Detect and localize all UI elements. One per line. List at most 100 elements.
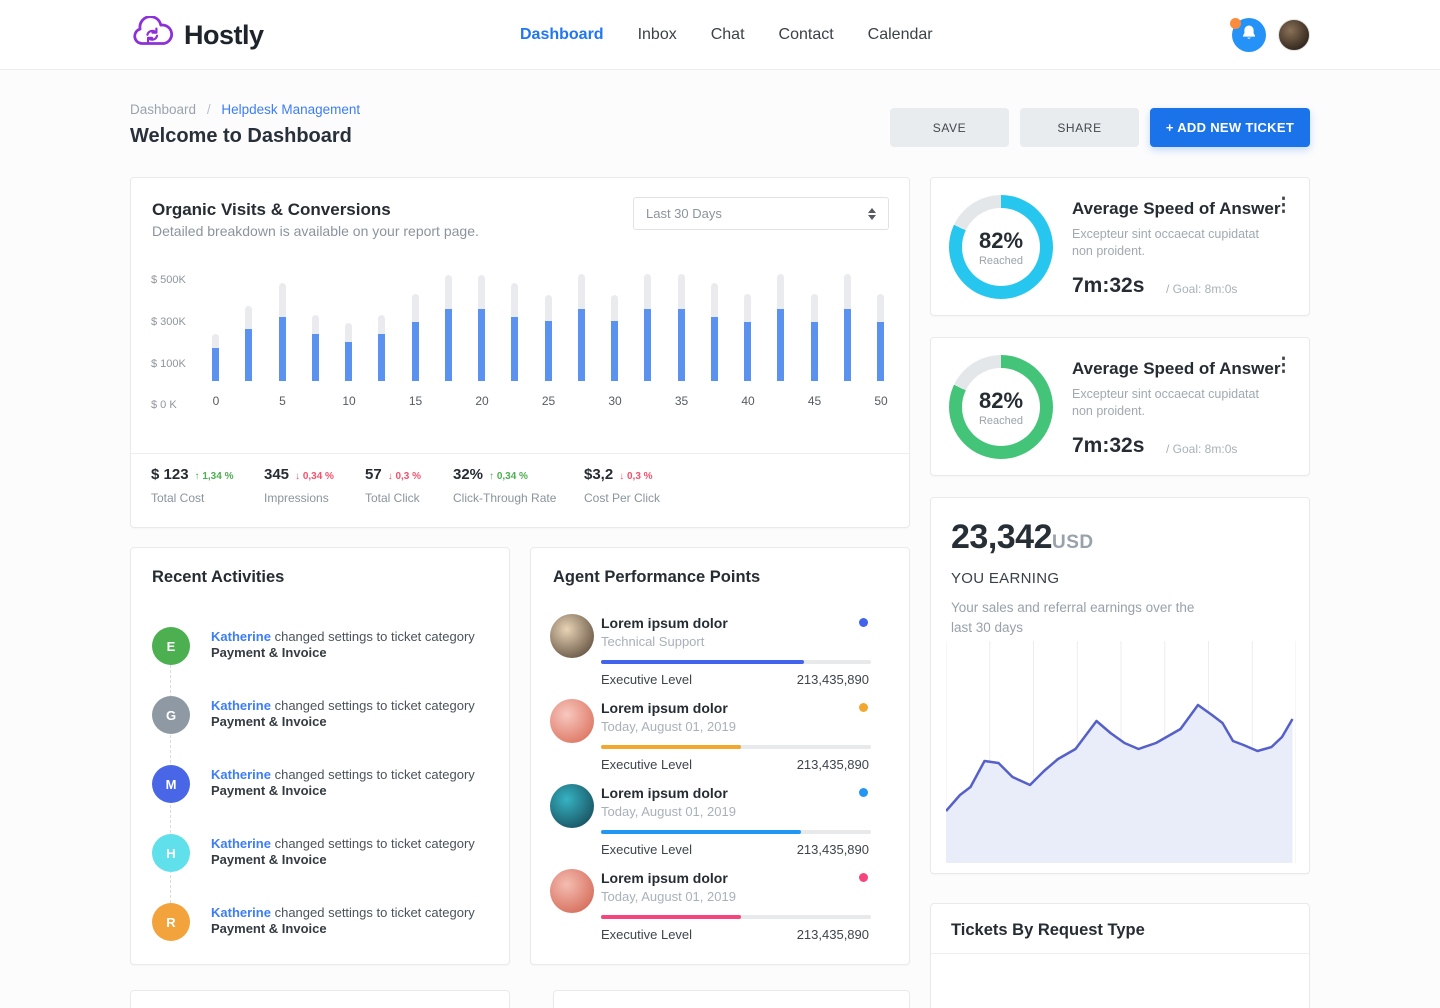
agent-points: 213,435,890: [796, 757, 869, 772]
speed-card-title: Average Speed of Answer: [1072, 359, 1281, 378]
brand[interactable]: Hostly: [130, 15, 264, 54]
agent-level: Executive Level: [601, 927, 693, 942]
earnings-currency: USD: [1052, 532, 1094, 553]
bar-total: [777, 274, 785, 381]
agent-progress-track: [601, 915, 871, 919]
date-range-select[interactable]: Last 30 Days: [633, 197, 889, 230]
kebab-menu-icon[interactable]: ⋮: [1274, 355, 1293, 376]
agent-avatar: [550, 699, 594, 743]
status-dot: [859, 618, 868, 627]
stat-item: 57 ↓ 0,3 % Total Click: [365, 466, 421, 505]
bar-total: [311, 315, 319, 381]
breadcrumb-helpdesk-management[interactable]: Helpdesk Management: [221, 102, 361, 117]
agent-points: 213,435,890: [796, 927, 869, 942]
notification-badge: [1230, 18, 1241, 29]
status-dot: [859, 703, 868, 712]
agent-progress-track: [601, 830, 871, 834]
agent-points: 213,435,890: [796, 842, 869, 857]
organic-divider: [131, 453, 909, 454]
add-new-ticket-button[interactable]: + ADD NEW TICKET: [1150, 108, 1310, 147]
kebab-menu-icon[interactable]: ⋮: [1274, 195, 1293, 216]
activity-user[interactable]: Katherine: [211, 767, 271, 782]
activity-user[interactable]: Katherine: [211, 905, 271, 920]
speed-card-description: Excepteur sint occaecat cupidatat non pr…: [1072, 227, 1259, 258]
activity-target: Payment & Invoice: [211, 921, 327, 936]
bar-conversions: [577, 309, 585, 381]
bar-conversions: [744, 322, 751, 381]
stat-delta: ↑ 0,34 %: [489, 471, 528, 482]
bar-conversions: [378, 334, 386, 381]
stat-label: Total Click: [365, 491, 420, 505]
organic-bars: [212, 273, 892, 381]
nav-contact[interactable]: Contact: [778, 26, 834, 43]
bar-total: [877, 294, 884, 381]
earnings-description: Your sales and referral earnings over th…: [951, 600, 1195, 635]
bar-total: [511, 283, 519, 381]
organic-visits-card: Organic Visits & Conversions Detailed br…: [130, 177, 910, 528]
organic-visits-subtitle: Detailed breakdown is available on your …: [152, 223, 479, 239]
stat-item: 345 ↓ 0,34 % Impressions: [264, 466, 334, 505]
partial-card-left: [130, 990, 510, 1008]
agent-list: Lorem ipsum dolor Technical Support Exec…: [531, 614, 909, 954]
bar-conversions: [810, 322, 818, 381]
activity-avatar: R: [152, 903, 190, 941]
bar-conversions: [411, 322, 419, 381]
bar-conversions: [311, 334, 319, 381]
tickets-title: Tickets By Request Type: [951, 921, 1145, 939]
speed-cards-column: 82% Reached Average Speed of Answer ⋮ Ex…: [930, 177, 1310, 497]
bar-conversions: [544, 321, 552, 381]
top-bar: Hostly Dashboard Inbox Chat Contact Calendar: [0, 0, 1440, 70]
activity-item: R Katherine changed settings to ticket c…: [131, 903, 509, 947]
stat-value: $3,2: [584, 466, 614, 483]
activity-text: Katherine changed settings to ticket cat…: [211, 767, 491, 798]
agent-progress-track: [601, 745, 871, 749]
bar-total: [810, 294, 818, 381]
notifications-button[interactable]: [1230, 18, 1266, 52]
activity-user[interactable]: Katherine: [211, 629, 271, 644]
earnings-card: 23,342USD YOU EARNING Your sales and ref…: [930, 497, 1310, 874]
cloud-sync-icon: [130, 15, 174, 54]
stat-label: Cost Per Click: [584, 491, 661, 505]
activity-text: Katherine changed settings to ticket cat…: [211, 836, 491, 867]
bar-conversions: [644, 309, 652, 381]
x-tick: 5: [279, 394, 286, 408]
agent-subtitle: Today, August 01, 2019: [601, 804, 736, 819]
x-tick: 35: [674, 394, 689, 408]
save-button[interactable]: SAVE: [890, 108, 1009, 147]
up-down-arrows-icon: [868, 207, 876, 220]
agent-points: 213,435,890: [796, 672, 869, 687]
activity-user[interactable]: Katherine: [211, 836, 271, 851]
agent-performance-card: Agent Performance Points Lorem ipsum dol…: [530, 547, 910, 965]
activity-avatar: E: [152, 627, 190, 665]
nav-calendar[interactable]: Calendar: [867, 26, 933, 43]
nav-dashboard[interactable]: Dashboard: [520, 26, 604, 43]
share-button[interactable]: SHARE: [1020, 108, 1139, 147]
breadcrumb: Dashboard / Helpdesk Management: [130, 102, 360, 117]
nav-inbox[interactable]: Inbox: [637, 26, 677, 43]
activity-text: Katherine changed settings to ticket cat…: [211, 629, 491, 660]
agent-avatar: [550, 614, 594, 658]
donut-reached-label: Reached: [978, 254, 1024, 267]
stat-value: 57: [365, 466, 382, 483]
y-tick: $ 100K: [151, 358, 186, 370]
activity-user[interactable]: Katherine: [211, 698, 271, 713]
date-range-value: Last 30 Days: [646, 206, 722, 221]
x-tick: 30: [608, 394, 622, 408]
agent-name: Lorem ipsum dolor: [601, 785, 728, 801]
bell-icon: [1241, 24, 1257, 46]
bar-conversions: [245, 329, 253, 381]
average-speed-card: 82% Reached Average Speed of Answer ⋮ Ex…: [930, 337, 1310, 476]
activity-action: changed settings to ticket category: [274, 698, 475, 713]
tickets-card: Tickets By Request Type: [930, 903, 1310, 1008]
nav-chat[interactable]: Chat: [710, 26, 745, 43]
bar-total: [611, 295, 618, 381]
user-avatar[interactable]: [1278, 19, 1310, 51]
agent-progress-fill: [601, 830, 801, 834]
bar-total: [710, 283, 718, 381]
y-tick: $ 500K: [151, 274, 186, 286]
activity-target: Payment & Invoice: [211, 783, 327, 798]
breadcrumb-dashboard[interactable]: Dashboard: [130, 102, 197, 117]
stat-item: $3,2 ↓ 0,3 % Cost Per Click: [584, 466, 660, 505]
status-dot: [859, 788, 868, 797]
